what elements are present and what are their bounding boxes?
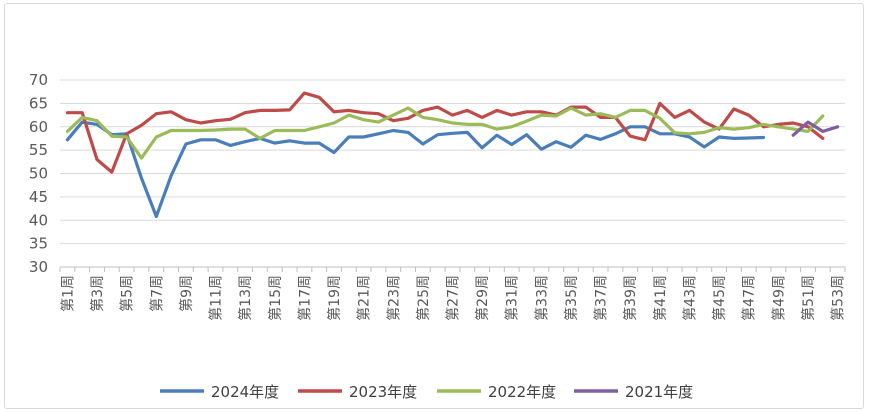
series-line-2 [65,106,825,160]
x-tick-label: 第23周 [385,275,402,321]
x-tick-label: 第21周 [356,275,373,321]
legend-label-3: 2021年度 [625,383,693,401]
x-tick-label: 第11周 [208,275,225,321]
x-tick-label: 第51周 [800,275,817,321]
x-tick-label: 第5周 [119,275,136,312]
x-tick-label: 第15周 [267,275,284,321]
legend-label-0: 2024年度 [211,383,279,401]
x-tick-label: 第25周 [415,275,432,321]
x-tick-label: 第27周 [445,275,462,321]
series-line-1 [65,91,825,174]
y-tick-label: 70 [29,71,48,89]
x-tick-label: 第9周 [178,275,195,312]
x-tick-label: 第41周 [652,275,669,321]
x-tick-label: 第31周 [504,275,521,321]
x-tick-label: 第35周 [563,275,580,321]
x-tick-label: 第49周 [770,275,787,321]
y-tick-label: 55 [29,141,48,159]
legend-label-2: 2022年度 [488,383,556,401]
y-tick-label: 45 [29,188,48,206]
x-tick-label: 第19周 [326,275,343,321]
y-tick-label: 40 [29,211,48,229]
y-tick-label: 50 [29,165,48,183]
y-tick-label: 60 [29,118,48,136]
chart-frame [4,3,864,409]
x-tick-label: 第1周 [59,275,76,312]
x-tick-label: 第45周 [711,275,728,321]
x-tick-label: 第39周 [622,275,639,321]
y-tick-label: 30 [29,258,48,276]
x-tick-label: 第33周 [533,275,550,321]
x-tick-label: 第17周 [296,275,313,321]
y-tick-label: 65 [29,94,48,112]
x-tick-label: 第29周 [474,275,491,321]
x-tick-label: 第43周 [681,275,698,321]
x-tick-label: 第7周 [148,275,165,312]
x-tick-label: 第13周 [237,275,254,321]
series-line-0 [65,120,766,219]
series-line-3 [791,120,840,137]
x-tick-label: 第37周 [593,275,610,321]
x-tick-label: 第53周 [830,275,847,321]
x-tick-label: 第3周 [89,275,106,312]
y-tick-label: 35 [29,235,48,253]
legend-label-1: 2023年度 [349,383,417,401]
x-tick-label: 第47周 [741,275,758,321]
